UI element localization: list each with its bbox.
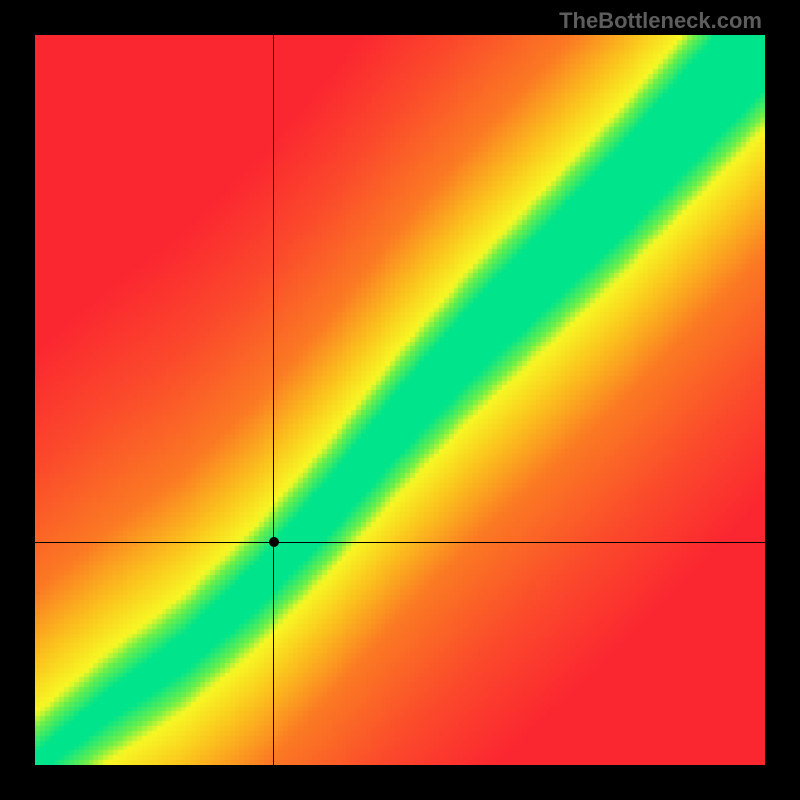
heatmap-canvas (35, 35, 765, 765)
watermark-text: TheBottleneck.com (559, 8, 762, 34)
outer-frame: TheBottleneck.com (0, 0, 800, 800)
crosshair-horizontal (35, 542, 765, 543)
plot-area (35, 35, 765, 765)
marker-dot (269, 537, 279, 547)
crosshair-vertical (273, 35, 274, 765)
